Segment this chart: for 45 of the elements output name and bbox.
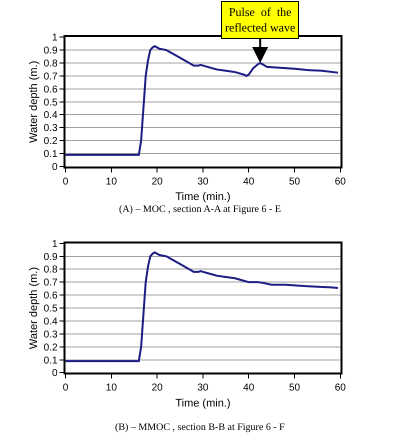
y-axis-title: Water depth (m.) — [28, 266, 40, 350]
x-tick-label: 0 — [62, 382, 69, 394]
y-tick-label: 0.8 — [44, 264, 58, 276]
y-tick-label: 0.1 — [44, 355, 58, 366]
x-tick-label: 50 — [288, 176, 301, 188]
x-tick-label: 0 — [62, 176, 69, 188]
y-tick-label: 0.4 — [44, 110, 58, 122]
y-tick-label: 0.2 — [44, 342, 58, 354]
text: (A) – MOC , section A-A at Figure 6 - E — [119, 204, 281, 215]
y-tick-label: 0 — [52, 162, 58, 173]
x-tick-label: 10 — [106, 176, 118, 188]
x-tick-label: 30 — [197, 176, 209, 188]
y-tick-label: 0.3 — [44, 329, 58, 340]
y-tick-label: 1 — [52, 238, 58, 250]
x-tick-label: 40 — [243, 382, 255, 394]
x-axis-title: Time (min.) — [175, 191, 231, 204]
x-tick-label: 30 — [197, 382, 209, 394]
y-tick-label: 0.7 — [44, 71, 58, 82]
y-axis-title: Water depth (m.) — [28, 60, 40, 143]
y-tick-label: 0.5 — [44, 304, 58, 315]
y-tick-label: 0.3 — [44, 123, 58, 134]
x-tick-label: 60 — [334, 382, 346, 394]
x-tick-label: 60 — [334, 176, 346, 188]
x-tick-label: 10 — [106, 382, 118, 394]
y-tick-label: 0.9 — [44, 46, 58, 57]
y-tick-label: 0.9 — [44, 252, 58, 263]
y-tick-label: 0.6 — [44, 84, 58, 96]
y-tick-label: 0.2 — [44, 136, 58, 148]
x-tick-label: 20 — [152, 176, 164, 188]
y-tick-label: 1 — [52, 32, 58, 44]
line-series — [66, 251, 340, 362]
x-tick-label: 40 — [243, 176, 255, 188]
y-tick-label: 0 — [52, 368, 58, 380]
y-tick-label: 0.1 — [44, 149, 58, 160]
line-series — [66, 45, 340, 156]
annotation: Pulse of the reflected wave — [225, 5, 296, 35]
x-axis-title: Time (min.) — [175, 397, 231, 410]
y-tick-label: 0.7 — [44, 278, 58, 289]
y-tick-label: 0.6 — [44, 290, 58, 302]
x-tick-label: 50 — [288, 382, 301, 394]
y-tick-label: 0.8 — [44, 58, 58, 70]
text: (B) – MMOC , section B-B at Figure 6 - F — [115, 422, 286, 433]
y-tick-label: 0.5 — [44, 97, 58, 108]
x-tick-label: 20 — [152, 382, 164, 394]
y-tick-label: 0.4 — [44, 316, 58, 328]
